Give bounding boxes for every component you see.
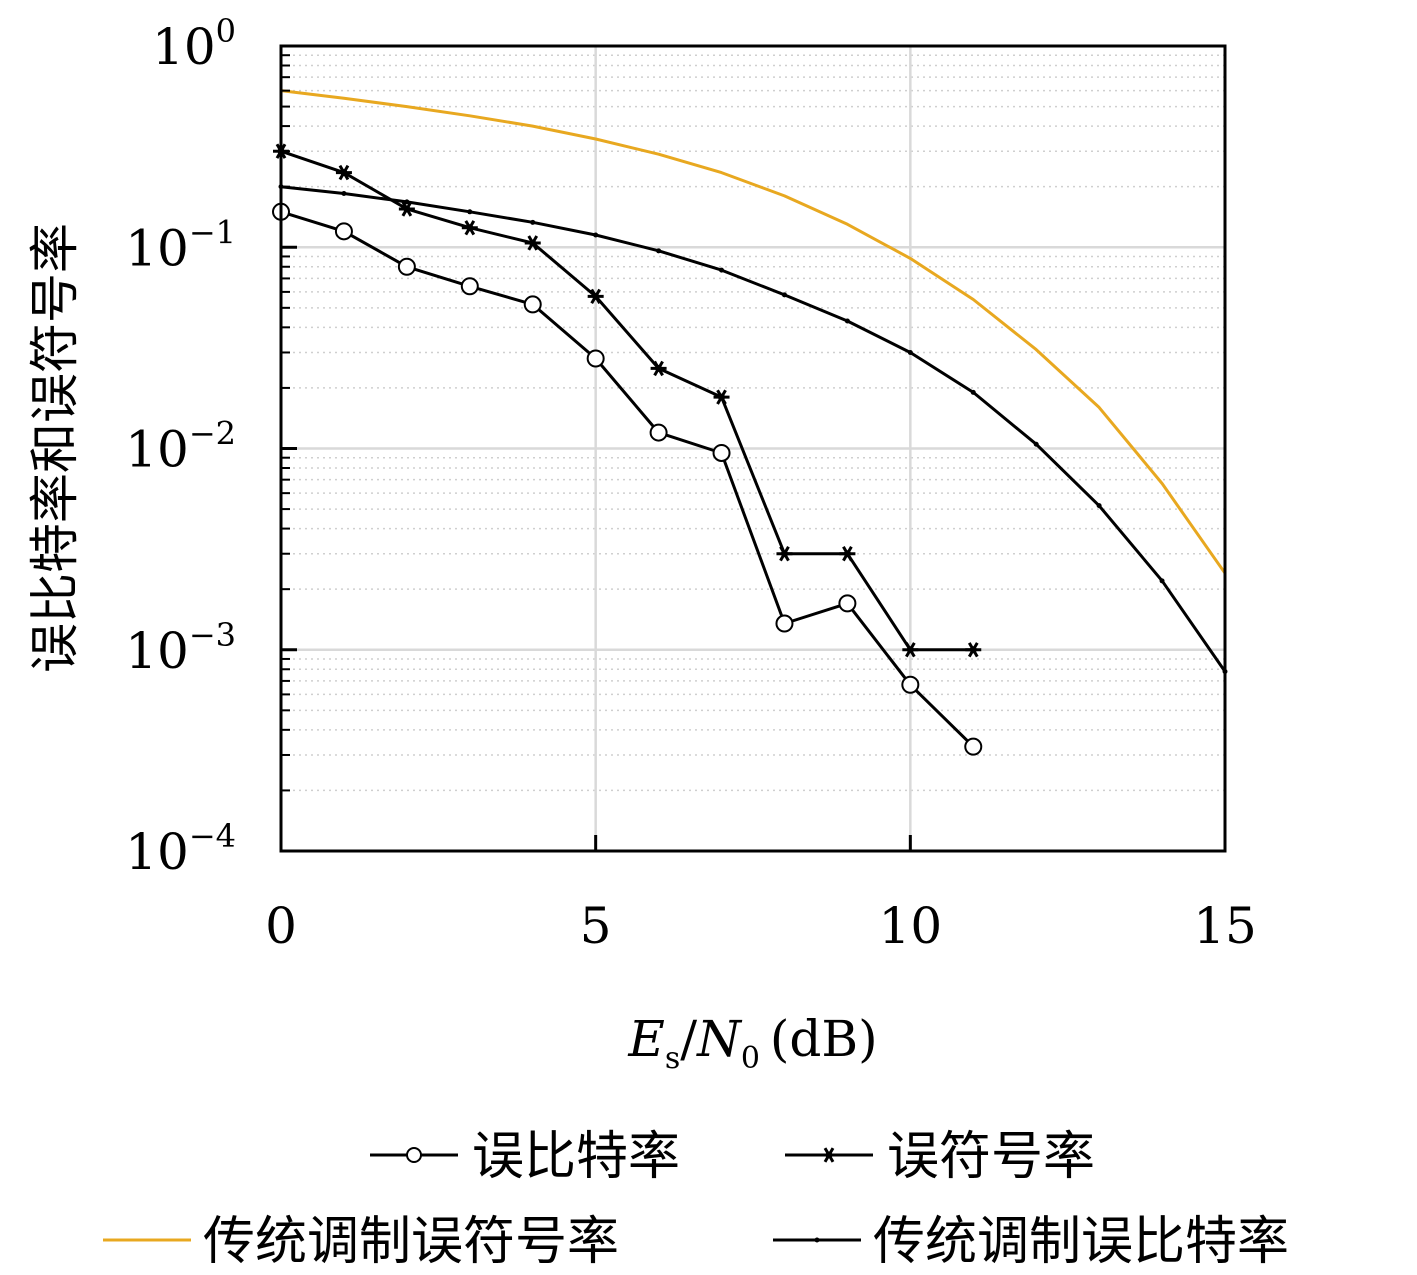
data-point-circle (712, 443, 731, 462)
y-tick-label: 10−1 (125, 213, 236, 277)
legend-label-ser: 误符号率 (887, 1127, 1095, 1187)
legend-label-trad-ber: 传统调制误比特率 (873, 1212, 1289, 1272)
data-point-asterisk (776, 546, 793, 562)
y-tick-label: 10−3 (125, 616, 236, 680)
data-point-asterisk (902, 642, 919, 658)
data-point-circle (901, 675, 920, 694)
data-point-dot (907, 349, 913, 355)
asterisk-center (340, 169, 348, 177)
data-point-dot (719, 267, 725, 273)
data-point-asterisk (461, 220, 478, 236)
data-point-dot (404, 199, 410, 205)
series-3 (278, 184, 1228, 674)
series-layer (272, 89, 1228, 756)
legend-item-ser: 误符号率 (785, 1127, 1095, 1187)
y-axis-label: 误比特率和误符号率 (26, 223, 84, 673)
x-label-var-sub: s (665, 1041, 680, 1076)
x-label-var2-main: N (696, 1010, 743, 1068)
asterisk-center (529, 239, 537, 247)
data-point-dot (1159, 578, 1165, 584)
data-point-dot (530, 219, 536, 225)
data-point-asterisk (650, 360, 667, 377)
data-point-dot (781, 292, 787, 298)
data-point-asterisk (398, 201, 415, 217)
x-label-var2-sub: 0 (741, 1041, 760, 1076)
legend-marker-ser (821, 1147, 837, 1163)
x-tick-label: 10 (879, 897, 943, 955)
y-tick-label: 100 (152, 12, 236, 76)
asterisk-center (403, 205, 411, 213)
series-1 (273, 143, 982, 658)
series-line (280, 210, 975, 748)
data-point-circle (838, 594, 857, 613)
asterisk-center (843, 550, 851, 558)
y-tick-label: 10−2 (125, 415, 236, 479)
x-tick-label: 5 (580, 897, 612, 955)
data-point-asterisk (587, 288, 604, 305)
y-tick-label: 10−4 (125, 817, 236, 881)
series-line (280, 149, 974, 652)
legend-item-trad-ser: 传统调制误符号率 (103, 1212, 619, 1272)
data-point-circle (460, 277, 479, 296)
data-point-dot (970, 389, 976, 395)
legend-label-ber: 误比特率 (472, 1127, 680, 1187)
asterisk-center (718, 393, 726, 401)
data-point-dot (467, 209, 473, 215)
data-point-asterisk (713, 389, 730, 405)
legend-label-trad-ser: 传统调制误符号率 (203, 1212, 619, 1272)
series-line (280, 89, 1227, 575)
asterisk-center (655, 364, 663, 372)
asterisk-center (592, 292, 600, 300)
data-point-dot (656, 248, 662, 254)
asterisk-center (906, 646, 914, 654)
data-point-dot (1033, 441, 1039, 447)
x-label-var-main: E (627, 1010, 665, 1068)
data-point-circle (964, 737, 983, 756)
axis-ticks: 100 10−1 10−2 10−3 10−4 0 5 10 15 (125, 12, 1257, 955)
data-point-circle (523, 295, 542, 314)
legend: 误比特率 误符号率 传统调制误符号率 传统调制误比特率 (103, 1127, 1289, 1272)
data-point-asterisk (524, 235, 541, 251)
legend-item-trad-ber: 传统调制误比特率 (773, 1212, 1289, 1272)
grid-lines (281, 44, 1225, 853)
asterisk-center (466, 224, 474, 232)
x-label-unit: (dB) (770, 1010, 878, 1068)
legend-item-ber: 误比特率 (370, 1127, 680, 1187)
data-point-circle (397, 257, 416, 276)
data-point-dot (593, 232, 599, 238)
data-point-asterisk (839, 546, 856, 562)
data-point-dot (844, 318, 850, 324)
series-2 (280, 89, 1227, 575)
x-tick-label: 0 (265, 897, 297, 955)
series-0 (272, 202, 983, 756)
x-label-slash: / (680, 1010, 697, 1068)
legend-marker-ber (406, 1147, 422, 1163)
x-tick-label: 15 (1193, 897, 1257, 955)
data-point-circle (586, 349, 605, 368)
data-point-dot (341, 190, 347, 196)
legend-marker-trad-ber (814, 1237, 820, 1243)
data-point-dot (1096, 503, 1102, 509)
asterisk-center (969, 646, 977, 654)
data-point-circle (775, 614, 794, 633)
data-point-asterisk (965, 642, 982, 658)
asterisk-center (825, 1151, 833, 1159)
x-axis-label: Es/N0 (dB) (627, 1010, 877, 1076)
asterisk-center (780, 550, 788, 558)
data-point-circle (334, 222, 353, 241)
legend-asterisk (821, 1147, 837, 1163)
data-point-asterisk (335, 164, 352, 181)
data-point-circle (649, 423, 668, 442)
series-line (280, 185, 1227, 673)
